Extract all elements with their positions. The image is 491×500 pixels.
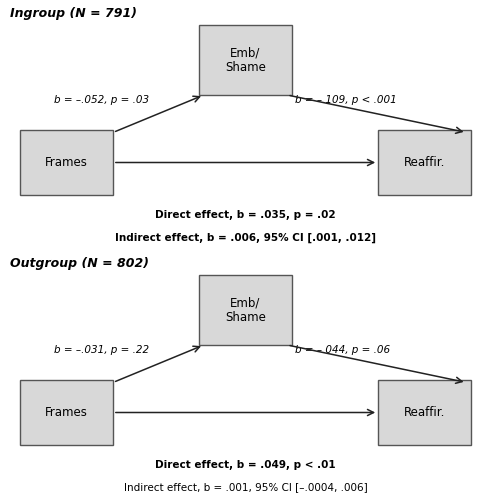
Text: Direct effect, b = .049, p < .01: Direct effect, b = .049, p < .01 xyxy=(155,460,336,470)
Text: Emb/
Shame: Emb/ Shame xyxy=(225,46,266,74)
Text: Frames: Frames xyxy=(45,156,88,169)
Text: b = –.031, p = .22: b = –.031, p = .22 xyxy=(54,345,149,355)
Text: Outgroup (N = 802): Outgroup (N = 802) xyxy=(10,258,149,270)
FancyBboxPatch shape xyxy=(199,275,292,345)
FancyBboxPatch shape xyxy=(378,380,471,445)
FancyBboxPatch shape xyxy=(199,25,292,95)
Text: Direct effect, b = .035, p = .02: Direct effect, b = .035, p = .02 xyxy=(155,210,336,220)
Text: Emb/
Shame: Emb/ Shame xyxy=(225,296,266,324)
FancyBboxPatch shape xyxy=(20,380,113,445)
Text: Reaffir.: Reaffir. xyxy=(404,406,445,419)
Text: Indirect effect, b = .006, 95% CI [.001, .012]: Indirect effect, b = .006, 95% CI [.001,… xyxy=(115,232,376,242)
FancyBboxPatch shape xyxy=(378,130,471,195)
Text: Ingroup (N = 791): Ingroup (N = 791) xyxy=(10,8,137,20)
Text: Reaffir.: Reaffir. xyxy=(404,156,445,169)
Text: b = –.109, p < .001: b = –.109, p < .001 xyxy=(295,95,396,105)
FancyBboxPatch shape xyxy=(20,130,113,195)
Text: b = –.052, p = .03: b = –.052, p = .03 xyxy=(54,95,149,105)
Text: Indirect effect, b = .001, 95% CI [–.0004, .006]: Indirect effect, b = .001, 95% CI [–.000… xyxy=(124,482,367,492)
Text: Frames: Frames xyxy=(45,406,88,419)
Text: b = –.044, p = .06: b = –.044, p = .06 xyxy=(295,345,390,355)
